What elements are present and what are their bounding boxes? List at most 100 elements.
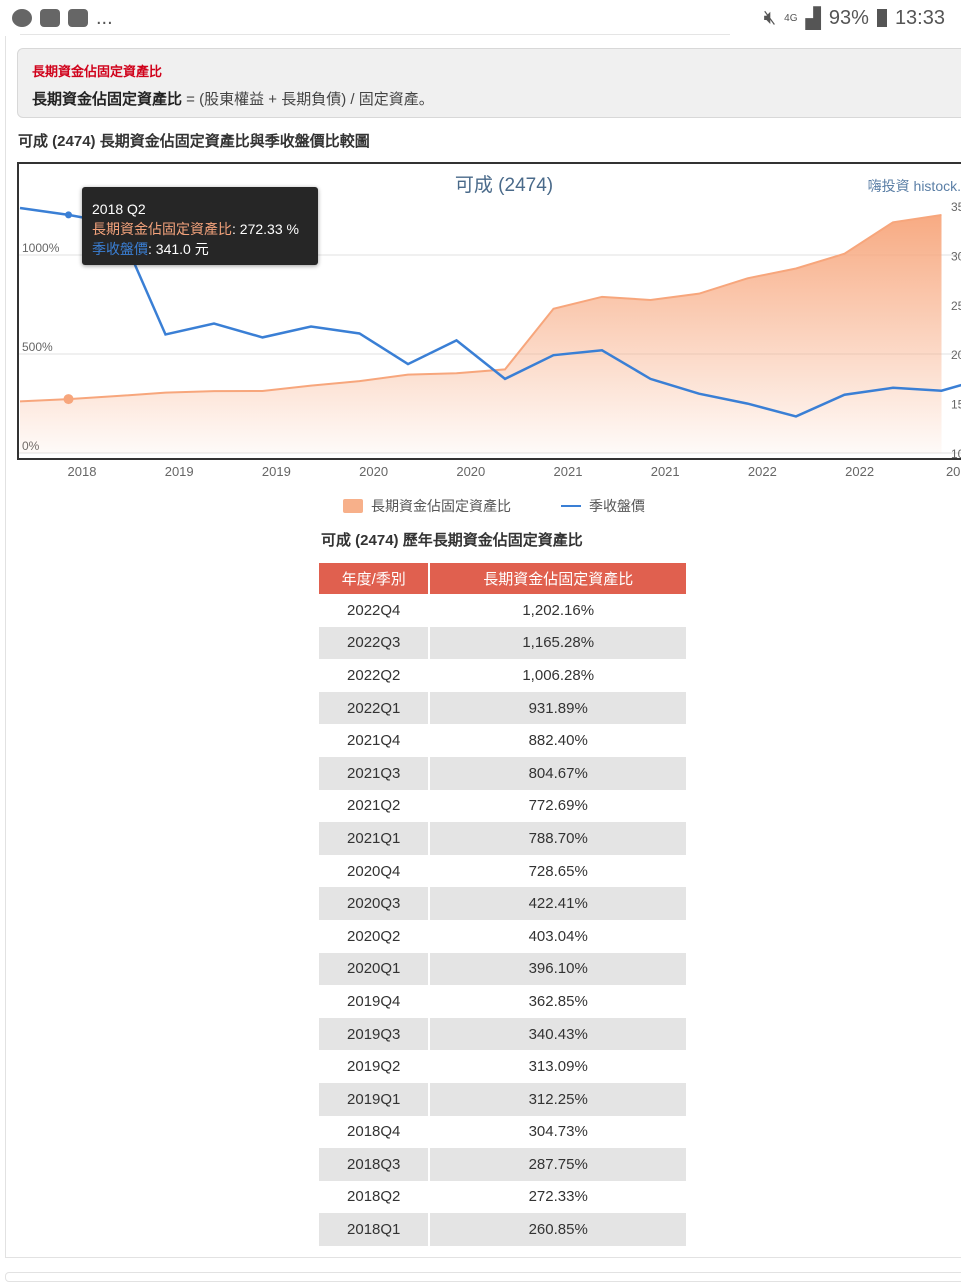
period-cell: 2018Q2 <box>319 1180 431 1214</box>
period-cell: 2018Q4 <box>319 1115 431 1149</box>
ratio-table: 年度/季別 長期資金佔固定資產比 2022Q4 1,202.16% 2022Q3 1,1… <box>319 563 688 1246</box>
ratio-cell: 362.85% <box>429 985 688 1018</box>
right-axis-tick: 20 <box>951 348 961 362</box>
ratio-cell: 403.04% <box>429 919 688 953</box>
period-cell: 2020Q3 <box>319 887 431 920</box>
period-cell: 2019Q1 <box>319 1082 431 1116</box>
x-axis-tick: 2018 <box>67 464 97 479</box>
ratio-line <box>19 213 942 403</box>
tooltip-price-label: 季收盤價 <box>92 241 148 257</box>
table-row: 2020Q1 396.10% <box>319 952 688 986</box>
table-row: 2019Q2 313.09% <box>319 1050 688 1083</box>
table-row: 2018Q4 304.73% <box>319 1115 688 1149</box>
network-type: 4G <box>784 12 798 24</box>
right-axis-tick: 25 <box>951 299 961 313</box>
definition-title: 長期資金佔固定資產比 <box>32 64 163 79</box>
period-cell: 2021Q2 <box>319 789 431 823</box>
table-row: 2018Q3 287.75% <box>319 1148 688 1181</box>
tooltip-period: 2018 Q2 <box>92 201 146 217</box>
table-row: 2021Q1 788.70% <box>319 822 688 855</box>
price-point <box>65 211 72 219</box>
legend-item-ratio[interactable]: 長期資金佔固定資產比 <box>343 496 511 516</box>
table-row: 2021Q3 804.67% <box>319 756 688 790</box>
x-axis-tick: 2020 <box>456 464 486 479</box>
legend-label: 季收盤價 <box>589 498 645 514</box>
line-app-icon <box>12 9 32 27</box>
more-notifications: ... <box>96 6 113 29</box>
formula-term: 長期資金佔固定資產比 <box>32 91 183 108</box>
page-card <box>5 36 961 1258</box>
tooltip-price-value: : 341.0 元 <box>148 241 209 257</box>
ratio-cell: 882.40% <box>429 724 688 757</box>
table-row: 2019Q1 312.25% <box>319 1082 688 1116</box>
gallery-icon <box>40 9 60 27</box>
ratio-cell: 340.43% <box>429 1017 688 1051</box>
mute-icon: 🔇︎ <box>763 6 777 29</box>
next-card <box>5 1272 961 1282</box>
table-row: 2018Q2 272.33% <box>319 1180 688 1214</box>
tooltip-ratio-label: 長期資金佔固定資產比 <box>92 221 232 237</box>
period-cell: 2020Q1 <box>319 952 431 986</box>
period-cell: 2021Q1 <box>319 822 431 855</box>
definition-box: 長期資金佔固定資產比 長期資金佔固定資產比 = (股東權益 + 長期負債) / … <box>17 48 961 118</box>
battery-level: 93% <box>828 6 869 29</box>
legend-item-price[interactable]: 季收盤價 <box>561 496 645 516</box>
period-cell: 2021Q4 <box>319 724 431 757</box>
battery-icon <box>876 9 887 27</box>
table-row: 2020Q2 403.04% <box>319 919 688 953</box>
x-axis-tick: 2019 <box>261 464 291 479</box>
right-axis-tick: 10 <box>951 447 961 458</box>
chart[interactable]: 0%500%1000%101520253035 可成 (2474) 嗨投資 hi… <box>17 162 961 460</box>
period-cell: 2020Q2 <box>319 919 431 953</box>
period-cell: 2018Q1 <box>319 1213 431 1246</box>
ratio-cell: 422.41% <box>429 887 688 920</box>
definition-formula: 長期資金佔固定資產比 = (股東權益 + 長期負債) / 固定資產。 <box>32 88 952 109</box>
period-cell: 2018Q3 <box>319 1148 431 1181</box>
watermark[interactable]: 嗨投資 histock. <box>867 178 961 194</box>
table-row: 2019Q3 340.43% <box>319 1017 688 1051</box>
period-cell: 2022Q3 <box>319 626 431 660</box>
table-row: 2022Q1 931.89% <box>319 691 688 725</box>
ratio-cell: 272.33% <box>429 1180 688 1214</box>
ratio-cell: 287.75% <box>429 1148 688 1181</box>
formula-expression: = (股東權益 + 長期負債) / 固定資產。 <box>182 91 434 108</box>
ratio-cell: 260.85% <box>429 1213 688 1246</box>
ratio-cell: 772.69% <box>429 789 688 823</box>
status-bar: ... 🔇︎ 4G ▟ 93% 13:33 <box>0 0 961 36</box>
price-line <box>19 206 961 418</box>
x-axis-tick: 2022 <box>845 464 875 479</box>
ratio-cell: 804.67% <box>429 756 688 790</box>
period-cell: 2021Q3 <box>319 756 431 790</box>
ratio-cell: 1,165.28% <box>429 626 688 660</box>
period-cell: 2019Q3 <box>319 1017 431 1051</box>
table-row: 2021Q4 882.40% <box>319 724 688 757</box>
table-row: 2022Q2 1,006.28% <box>319 659 688 692</box>
left-axis-tick: 500% <box>22 340 53 354</box>
chart-legend: 長期資金佔固定資產比 季收盤價 <box>343 496 645 516</box>
ratio-cell: 313.09% <box>429 1050 688 1083</box>
table-row: 2022Q4 1,202.16% <box>319 594 688 627</box>
area-swatch-icon <box>343 499 363 513</box>
column-header-period: 年度/季別 <box>319 563 431 594</box>
ratio-cell: 312.25% <box>429 1082 688 1116</box>
ratio-cell: 931.89% <box>429 691 688 725</box>
table-row: 2020Q4 728.65% <box>319 854 688 888</box>
period-cell: 2022Q1 <box>319 691 431 725</box>
x-axis-tick: 202 <box>945 464 961 479</box>
ratio-cell: 396.10% <box>429 952 688 986</box>
period-cell: 2022Q4 <box>319 594 431 627</box>
right-axis-tick: 35 <box>951 200 961 214</box>
period-cell: 2020Q4 <box>319 854 431 888</box>
x-axis-tick: 2020 <box>359 464 389 479</box>
chart-svg: 0%500%1000%101520253035 <box>19 200 961 458</box>
chart-tooltip: 2018 Q2 長期資金佔固定資產比: 272.33 % 季收盤價: 341.0… <box>82 187 318 265</box>
x-axis-tick: 2022 <box>747 464 777 479</box>
line-swatch-icon <box>561 505 581 507</box>
ratio-cell: 788.70% <box>429 822 688 855</box>
period-cell: 2019Q2 <box>319 1050 431 1083</box>
section-title: 可成 (2474) 長期資金佔固定資產比與季收盤價比較圖 <box>18 133 370 150</box>
table-row: 2021Q2 772.69% <box>319 789 688 823</box>
ratio-cell: 1,202.16% <box>429 594 688 627</box>
ratio-cell: 728.65% <box>429 854 688 888</box>
table-row: 2020Q3 422.41% <box>319 887 688 920</box>
